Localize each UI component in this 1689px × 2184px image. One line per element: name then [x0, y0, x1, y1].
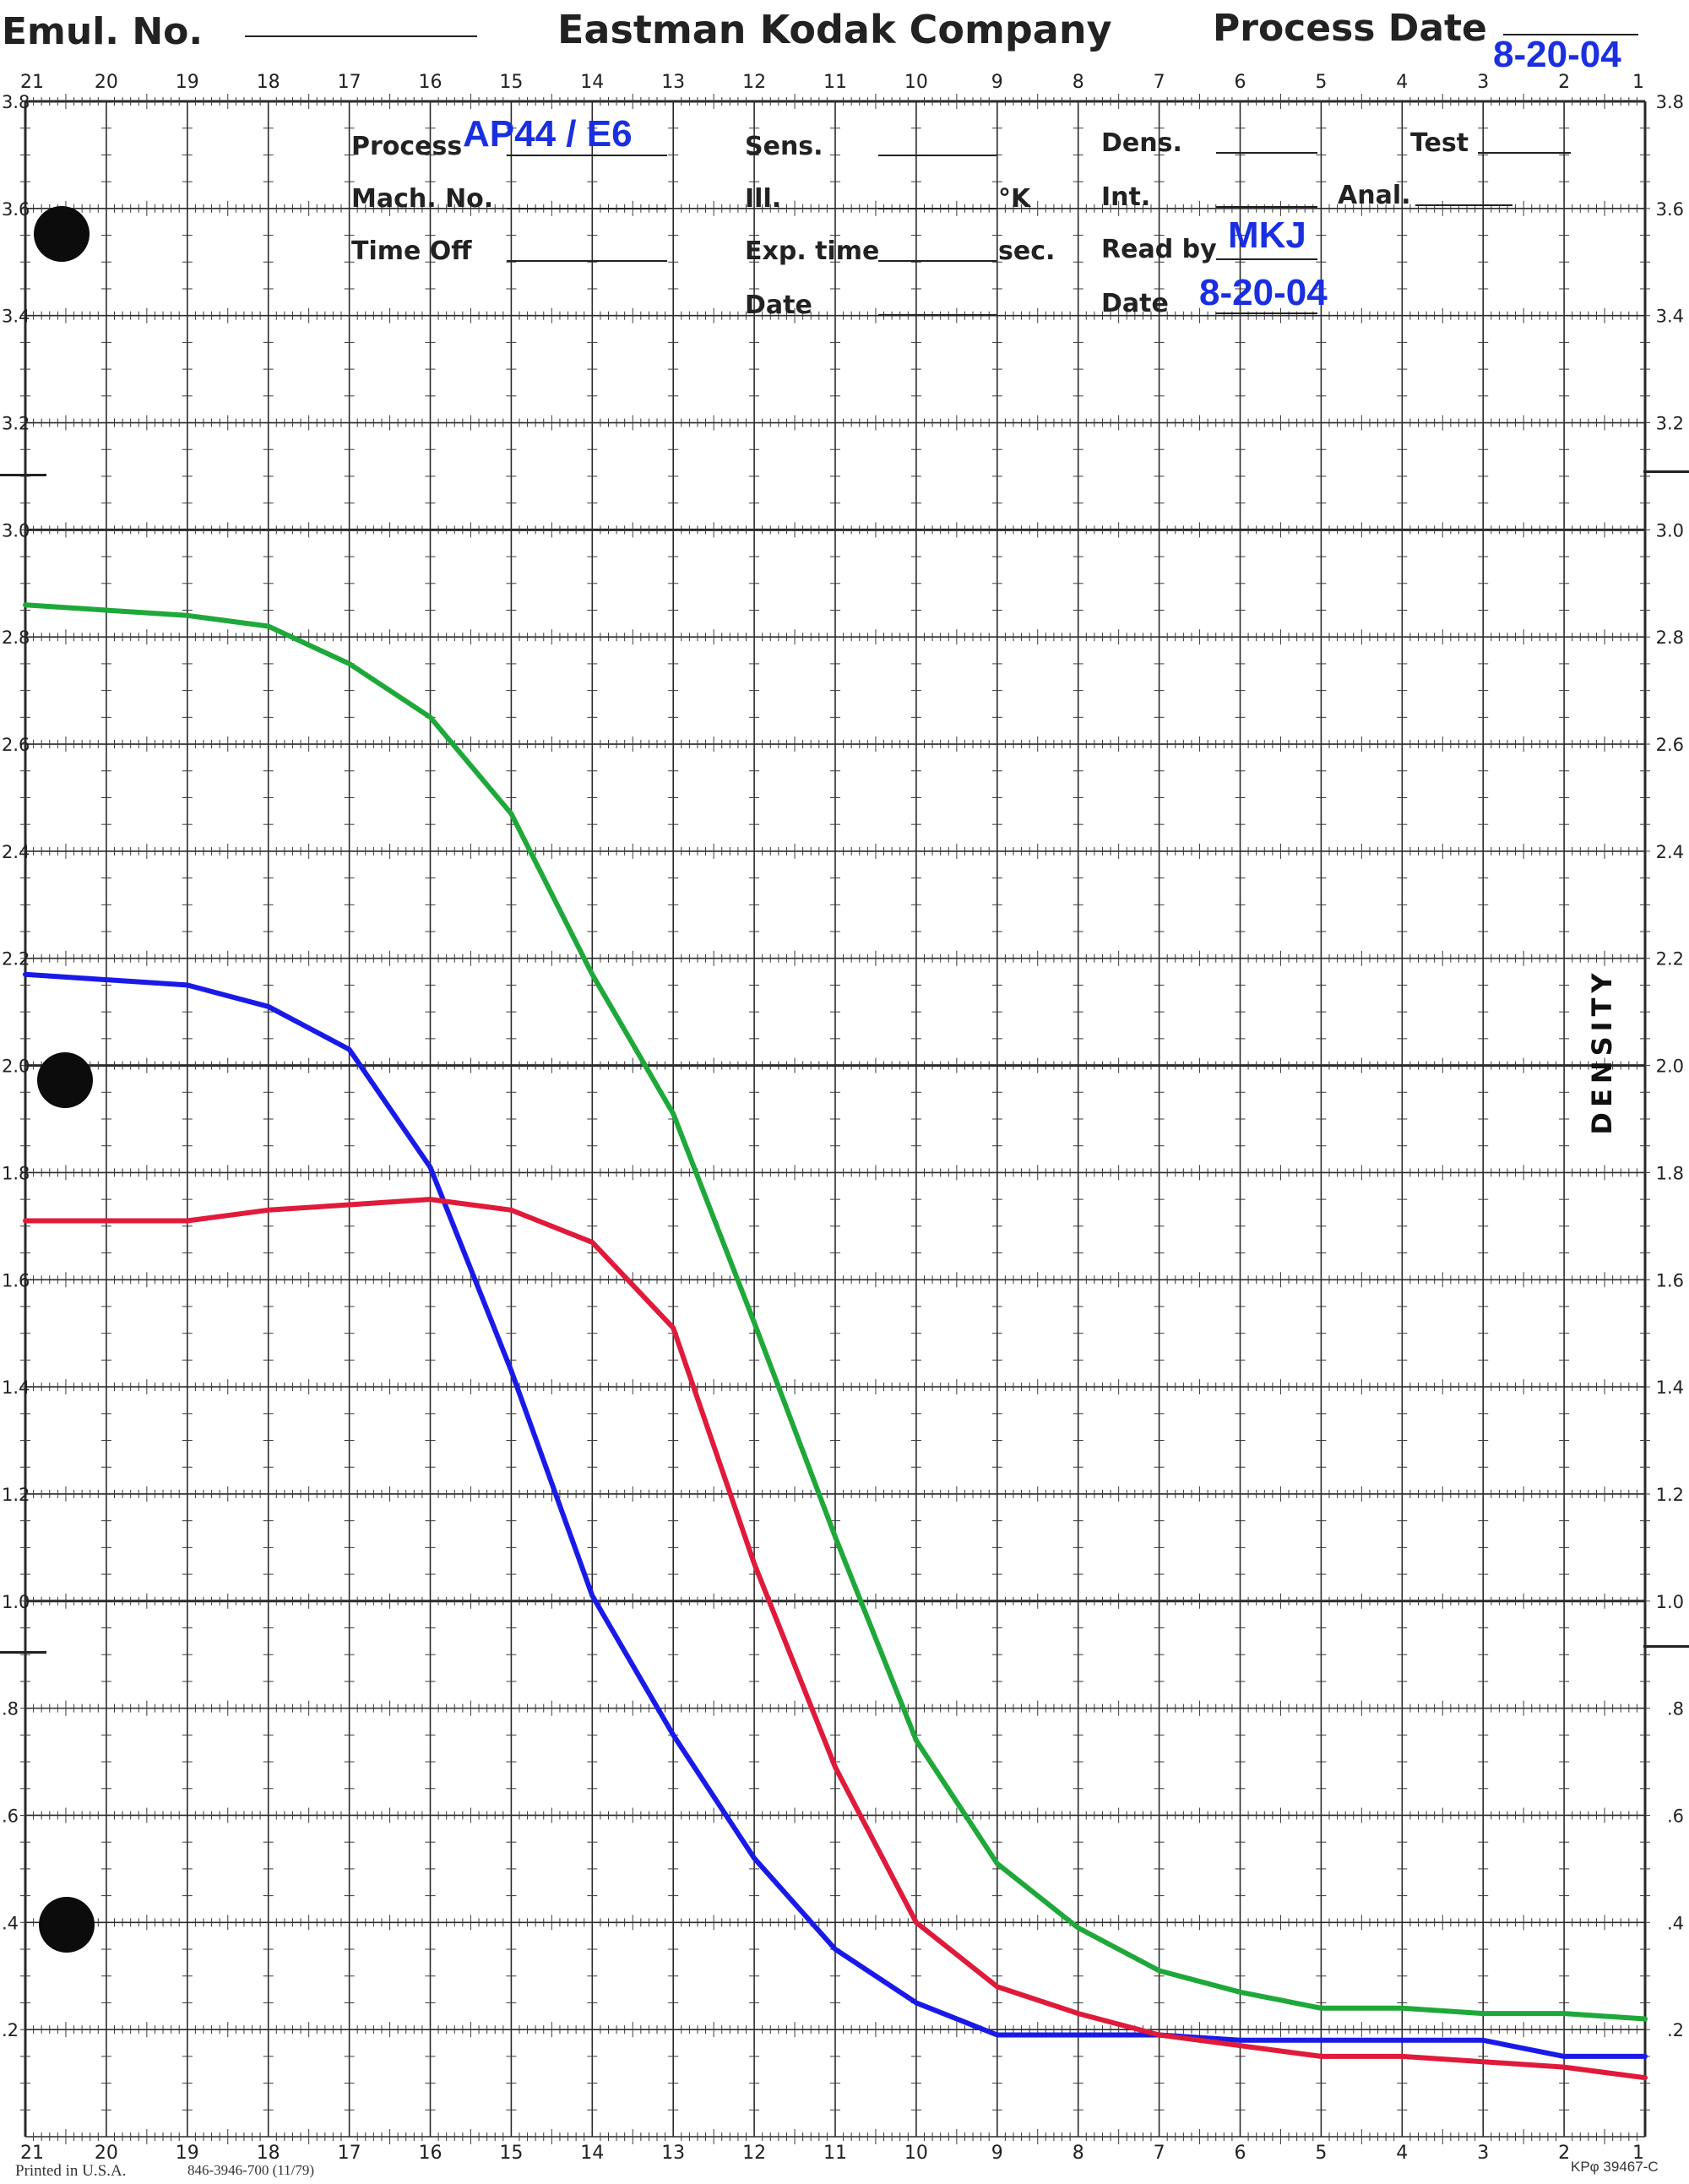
chart-grid: [20, 94, 1650, 2144]
